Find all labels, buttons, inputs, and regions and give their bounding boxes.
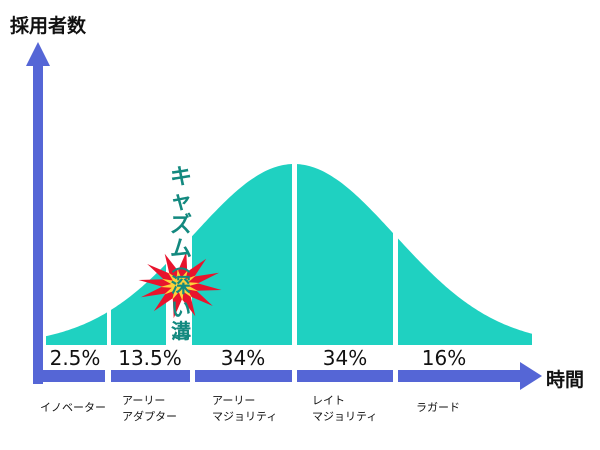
chasm-paren-close: ︶ [172, 333, 190, 355]
y-axis-arrowhead [26, 42, 50, 66]
chasm-title-char-4: ム [170, 237, 192, 262]
percent-label: 34% [221, 346, 265, 370]
x-axis-segment [297, 370, 393, 382]
x-axis-segment [111, 370, 190, 382]
category-label: レイト [312, 394, 345, 407]
category-label-line2: マジョリティ [312, 410, 377, 423]
chasm-title-char-3: ズ [170, 212, 192, 238]
category-label: イノベーター [40, 401, 106, 414]
x-axis-segment [33, 370, 105, 382]
segment-dividers [107, 140, 398, 347]
chasm-paren-open: ︵ [172, 255, 190, 276]
segment-divider [166, 140, 192, 347]
adoption-bell-curve [46, 164, 532, 345]
x-axis-segment [398, 370, 522, 382]
percent-label: 16% [422, 346, 466, 370]
segment-divider [292, 140, 297, 347]
chasm-burst-core [160, 269, 200, 301]
category-label-line2: アダプター [122, 409, 177, 423]
percent-label: 34% [323, 346, 367, 370]
percent-label: 2.5% [50, 346, 101, 370]
chasm-step-cut [192, 140, 198, 230]
chasm-label: キ ャ ズ ム ︵ 深 い 溝 ︶ [170, 165, 192, 355]
percent-label: 13.5% [118, 346, 182, 370]
chasm-depth-char-2: い [171, 297, 191, 321]
x-axis-arrowhead [520, 362, 542, 390]
x-axis [33, 370, 522, 382]
category-label: ラガード [416, 401, 460, 414]
x-axis-title: 時間 [546, 369, 584, 391]
category-label: アーリー [122, 394, 165, 407]
x-axis-segment [195, 370, 292, 382]
chasm-title-char-1: キ [170, 165, 192, 190]
category-label: アーリー [212, 394, 255, 407]
y-axis-title: 採用者数 [10, 14, 87, 37]
chasm-title-char-2: ャ [170, 189, 192, 214]
segment-divider [393, 140, 398, 347]
chasm-depth-char-1: 深 [171, 273, 191, 297]
chasm-depth-char-3: 溝 [171, 319, 191, 343]
segment-divider [107, 140, 111, 347]
category-label-line2: マジョリティ [212, 410, 277, 423]
segment-percentages: 2.5% 13.5% 34% 34% 16% [50, 346, 467, 370]
